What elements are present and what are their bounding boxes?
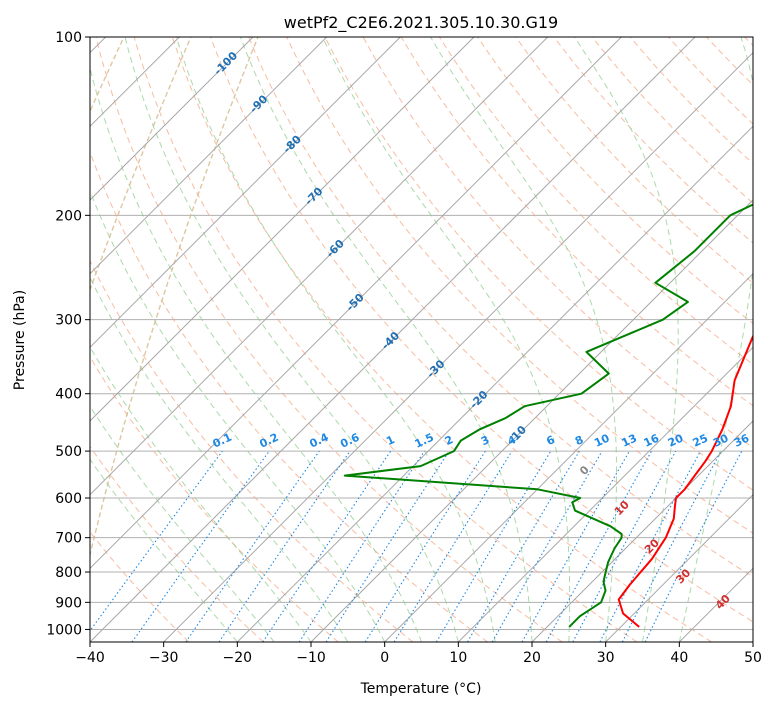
isotherm [457, 346, 753, 642]
x-axis-label: Temperature (°C) [360, 681, 482, 697]
x-tick-label: 30 [597, 650, 615, 666]
reference-curve [90, 37, 192, 292]
isotherm [90, 37, 549, 496]
isotherm [90, 37, 696, 642]
moist-adiabat [322, 37, 571, 642]
x-tick-label: 0 [380, 650, 389, 666]
moist-adiabat [90, 405, 275, 642]
dry-adiabat [477, 37, 753, 325]
moist-adiabat [430, 37, 617, 642]
mixing-ratio-line [364, 450, 486, 642]
temperature-profile-line [617, 334, 753, 628]
isotherm [90, 37, 475, 422]
mixing-ratio-label: 10 [592, 431, 612, 449]
mixing-ratio-label: 30 [711, 431, 731, 449]
dry-adiabat [515, 37, 753, 284]
x-tick-label: −40 [75, 650, 105, 666]
isotherm [384, 272, 753, 642]
y-axis: 100 200 300 400 500 600 700 800 900 1000 [46, 30, 90, 638]
dry-adiabat [248, 37, 753, 578]
y-tick-label: 400 [55, 387, 82, 403]
dewpoint-profile-line [343, 203, 753, 628]
background-lines [90, 37, 753, 642]
moist-adiabat [175, 37, 496, 642]
mixing-ratio-line [467, 450, 580, 642]
moist-adiabat [678, 37, 753, 642]
moist-adiabat [90, 458, 238, 642]
chart-title: wetPf2_C2E6.2021.305.10.30.G19 [284, 13, 558, 33]
plot-frame [89, 36, 754, 643]
y-tick-label: 600 [55, 491, 82, 507]
x-tick-label: −20 [223, 650, 253, 666]
dry-adiabat [400, 37, 753, 407]
mixing-ratio-line [435, 450, 552, 642]
moist-adiabat [90, 276, 349, 642]
x-tick-label: 50 [744, 650, 762, 666]
reference-curve [90, 37, 259, 558]
dry-adiabat [210, 37, 753, 623]
x-tick-label: −10 [296, 650, 326, 666]
mixing-ratio-line [218, 450, 351, 642]
y-tick-label: 500 [55, 444, 82, 460]
isotherm [236, 125, 753, 642]
moist-adiabat [239, 37, 533, 642]
dry-adiabat [90, 445, 264, 642]
dry-adiabat [95, 37, 563, 642]
dry-adiabat [591, 37, 753, 204]
y-tick-label: 900 [55, 595, 82, 611]
dry-adiabat [133, 37, 638, 642]
dry-adiabat [324, 37, 753, 491]
isotherm [90, 37, 622, 570]
dry-adiabat [171, 37, 712, 642]
x-tick-label: 10 [449, 650, 467, 666]
moist-adiabat [90, 65, 422, 642]
mixing-ratio-line [325, 450, 450, 642]
isotherm [90, 37, 328, 275]
x-tick-label: −30 [149, 650, 179, 666]
mixing-ratio-label: 20 [666, 431, 686, 449]
mixing-ratio-line [521, 450, 630, 642]
x-axis: −40 −30 −20 −10 0 10 20 30 40 50 [75, 642, 762, 666]
y-tick-label: 1000 [46, 622, 82, 638]
dry-adiabat [90, 259, 414, 642]
moist-adiabat [574, 37, 679, 642]
y-tick-label: 300 [55, 313, 82, 329]
mixing-ratio-label: 25 [691, 432, 710, 450]
mixing-ratio-line [572, 450, 677, 642]
mixing-ratio-line [545, 450, 653, 642]
mixing-ratio-label: 16 [642, 431, 662, 449]
y-tick-label: 100 [55, 30, 82, 46]
x-tick-label: 20 [523, 650, 541, 666]
moist-adiabat [124, 37, 459, 642]
mixing-ratio-label: 13 [620, 432, 639, 450]
isotherm [531, 420, 753, 642]
dry-adiabat [629, 37, 753, 165]
y-tick-label: 800 [55, 565, 82, 581]
mixing-ratio-label: 36 [732, 431, 752, 449]
isotherm [90, 37, 254, 201]
y-axis-label: Pressure (hPa) [12, 290, 28, 390]
isotherm [90, 37, 401, 349]
mixing-ratio-line [491, 450, 603, 642]
moist-adiabat [90, 189, 386, 642]
y-tick-label: 700 [55, 531, 82, 547]
mixing-ratio-line [393, 450, 513, 642]
isotherm [163, 51, 753, 642]
mixing-ratio-line [185, 450, 320, 642]
profile-series [343, 203, 753, 628]
isotherm [605, 493, 753, 642]
mixing-ratio-line [131, 450, 270, 642]
x-tick-label: 40 [670, 650, 688, 666]
y-tick-label: 200 [55, 208, 82, 224]
mixing-ratio-line [90, 450, 223, 632]
